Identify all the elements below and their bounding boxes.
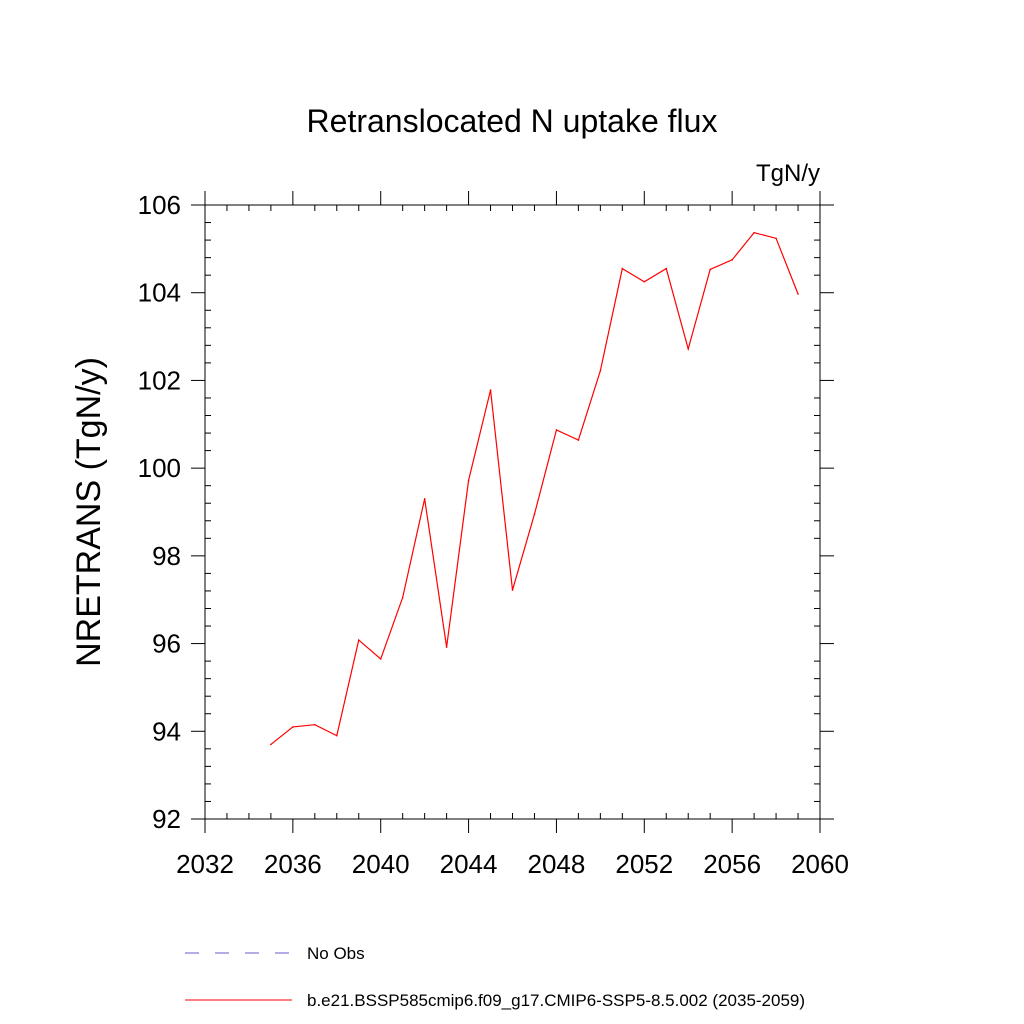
- data-point: [687, 348, 690, 350]
- y-tick-label: 100: [138, 453, 181, 483]
- data-point: [621, 267, 624, 270]
- y-tick-label: 104: [138, 278, 181, 308]
- data-point: [533, 513, 536, 515]
- x-tick-label: 2036: [264, 849, 322, 879]
- data-point: [797, 293, 799, 295]
- x-tick-label: 2040: [352, 849, 410, 879]
- x-tick-label: 2056: [703, 849, 761, 879]
- data-point: [555, 429, 558, 431]
- chart-title: Retranslocated N uptake flux: [307, 103, 718, 139]
- data-point: [292, 726, 294, 728]
- series-line: [270, 231, 799, 745]
- tick-labels: 2032 2036 2040 2044 2048 2052 2056 2060 92 94 96 98…: [138, 190, 849, 879]
- y-tick-label: 98: [152, 541, 181, 571]
- data-point: [314, 723, 316, 726]
- series-layer: [270, 231, 799, 746]
- x-tick-label: 2044: [440, 849, 498, 879]
- data-point: [357, 639, 360, 641]
- x-tick-label: 2048: [528, 849, 586, 879]
- data-point: [577, 439, 580, 441]
- y-axis-label: NRETRANS (TgN/y): [70, 357, 108, 667]
- y-tick-label: 92: [152, 804, 181, 834]
- data-point: [511, 589, 514, 591]
- units-label: TgN/y: [756, 160, 820, 187]
- x-tick-label: 2032: [176, 849, 234, 879]
- data-point: [775, 237, 777, 240]
- data-point: [445, 646, 448, 648]
- data-point: [643, 280, 646, 283]
- x-tick-label: 2052: [615, 849, 673, 879]
- y-tick-label: 94: [152, 716, 181, 746]
- x-tick-label: 2060: [791, 849, 849, 879]
- data-point: [423, 498, 426, 500]
- data-point: [401, 596, 404, 599]
- data-point: [467, 479, 470, 482]
- data-point: [709, 268, 711, 271]
- y-tick-label: 96: [152, 629, 181, 659]
- axis-ticks: [191, 191, 834, 833]
- data-point: [731, 259, 733, 261]
- data-point: [599, 369, 602, 372]
- legend: No Obs b.e21.BSSP585cmip6.f09_g17.CMIP6-S…: [185, 944, 805, 1010]
- data-point: [753, 231, 755, 234]
- y-tick-label: 106: [138, 190, 181, 220]
- legend-label: No Obs: [307, 944, 365, 963]
- data-point: [665, 267, 668, 270]
- data-point: [379, 658, 382, 660]
- legend-label: b.e21.BSSP585cmip6.f09_g17.CMIP6-SSP5-8.…: [307, 991, 805, 1010]
- data-point: [489, 389, 492, 391]
- y-tick-label: 102: [138, 365, 181, 395]
- data-point: [335, 734, 338, 737]
- data-point: [270, 743, 272, 746]
